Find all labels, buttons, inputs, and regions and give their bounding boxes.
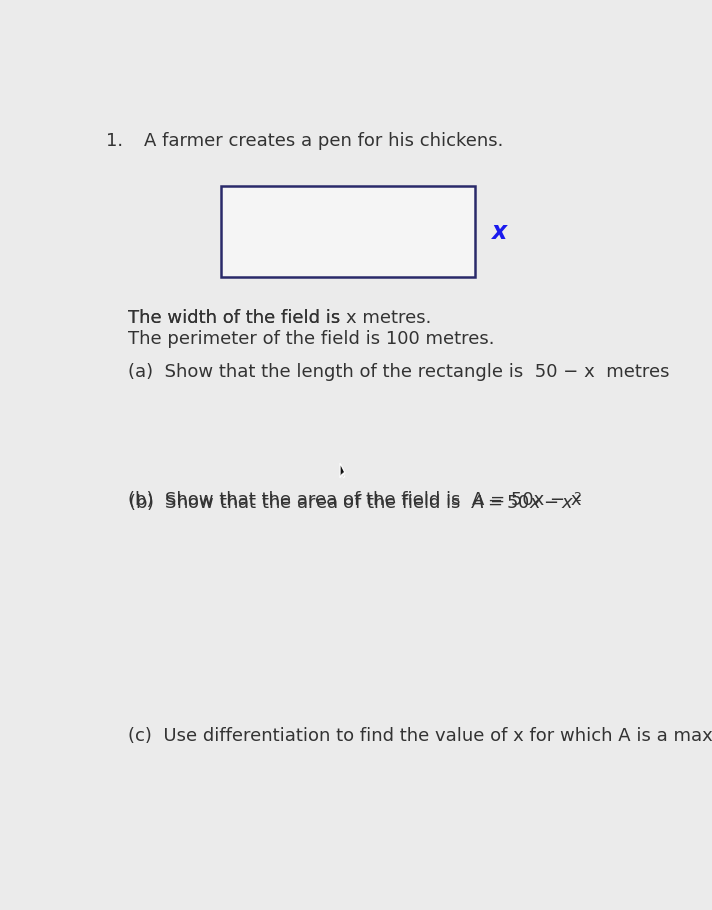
Text: The width of the field is: The width of the field is [127, 308, 345, 327]
Text: (b)  Show that the area of the field is  $A = 50x - x^2$: (b) Show that the area of the field is $… [127, 491, 582, 513]
Text: (b)  Show that the area of the field is  A = 50x − x2: (b) Show that the area of the field is A… [127, 491, 592, 509]
Text: (b)  Show that the area of the field is  A = 50x − x: (b) Show that the area of the field is A… [127, 491, 581, 509]
Text: The perimeter of the field is 100 metres.: The perimeter of the field is 100 metres… [127, 330, 494, 348]
Text: The width of the field is x metres.: The width of the field is x metres. [127, 308, 431, 327]
Bar [221, 187, 476, 278]
Text: A farmer creates a pen for his chickens.: A farmer creates a pen for his chickens. [144, 132, 503, 149]
Polygon shape [340, 463, 345, 478]
Text: 1.: 1. [105, 132, 122, 149]
Text: (c)  Use differentiation to find the value of x for which A is a maximum: (c) Use differentiation to find the valu… [127, 727, 712, 745]
Text: x: x [492, 220, 507, 244]
Text: (a)  Show that the length of the rectangle is  50 − x  metres: (a) Show that the length of the rectangl… [127, 363, 669, 381]
